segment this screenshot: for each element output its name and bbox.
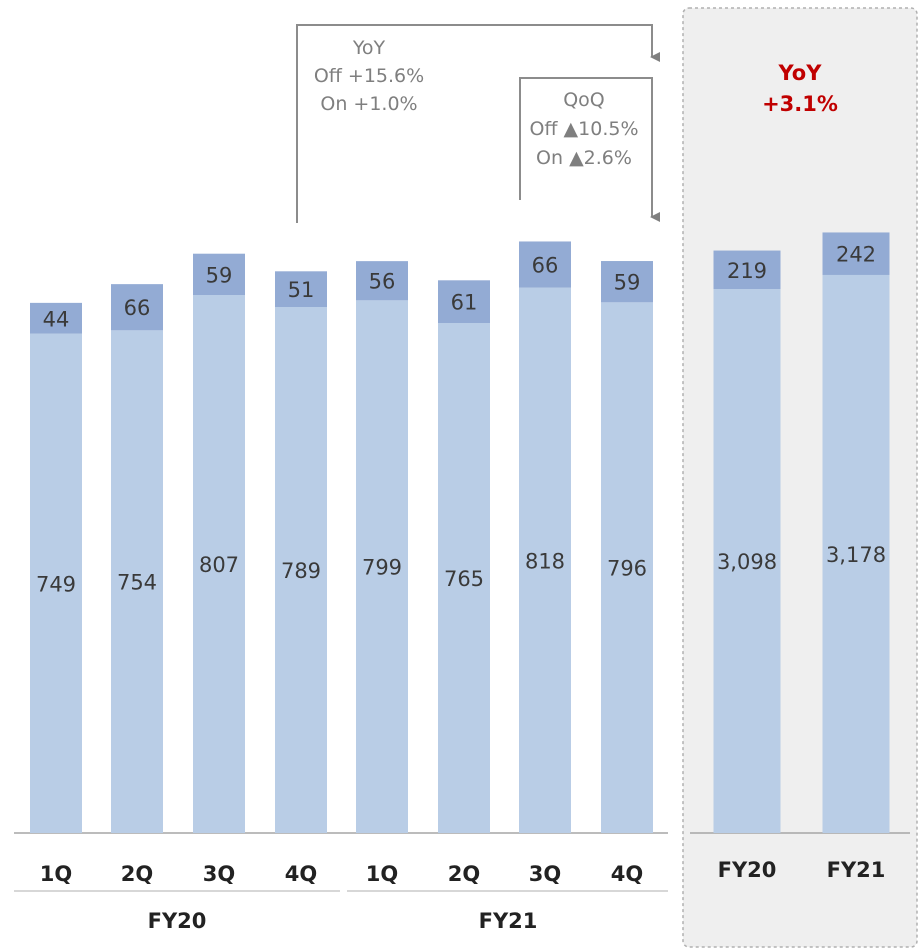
label-online-fy20-2q: 66 — [124, 296, 151, 320]
bar-online-fy21-3q — [519, 241, 571, 288]
label-offline-fy20-3q: 807 — [199, 553, 239, 577]
label-online-fy21-1q: 56 — [369, 270, 396, 294]
label-offline-fy20-1q: 749 — [36, 572, 76, 596]
category-label-fy21-1q: 1Q — [366, 862, 398, 886]
category-label-fy21: FY21 — [827, 858, 886, 882]
label-online-fy20: 219 — [727, 259, 767, 283]
category-label-fy21-4q: 4Q — [611, 862, 643, 886]
label-offline-fy21: 3,178 — [826, 543, 886, 567]
category-label-fy20-3q: 3Q — [203, 862, 235, 886]
bar-offline-fy20-3q — [193, 295, 245, 833]
category-label-fy21-3q: 3Q — [529, 862, 561, 886]
category-label-fy20-1q: 1Q — [40, 862, 72, 886]
label-offline-fy20: 3,098 — [717, 550, 777, 574]
label-offline-fy20-2q: 754 — [117, 571, 157, 595]
annual-bars: 3,098 219 FY20 3,178 242 FY21 — [713, 232, 890, 882]
category-label-fy21-2q: 2Q — [448, 862, 480, 886]
label-offline-fy21-2q: 765 — [444, 567, 484, 591]
qoq-offline: Off ▲10.5% — [529, 118, 638, 140]
category-label-fy20-4q: 4Q — [285, 862, 317, 886]
label-online-fy21-4q: 59 — [614, 271, 641, 295]
label-offline-fy21-3q: 818 — [525, 549, 565, 573]
label-offline-fy21-1q: 799 — [362, 556, 402, 580]
bar-online-fy21 — [822, 232, 890, 275]
bar-offline-fy21 — [822, 274, 890, 833]
bar-online-fy21-2q — [438, 280, 490, 323]
yoy-online: On +1.0% — [320, 93, 417, 115]
label-offline-fy21-4q: 796 — [607, 557, 647, 581]
category-label-fy20: FY20 — [718, 858, 777, 882]
bar-offline-fy20-2q — [111, 330, 163, 833]
label-online-fy21-2q: 61 — [451, 291, 478, 315]
bar-offline-fy21-2q — [438, 323, 490, 833]
group-label-fy21: FY21 — [479, 909, 538, 933]
qoq-online: On ▲2.6% — [536, 147, 632, 169]
bar-online-fy21-4q — [601, 261, 653, 303]
label-online-fy21: 242 — [836, 243, 876, 267]
bar-online-fy20-4q — [275, 271, 327, 307]
yoy-text-bg — [305, 32, 441, 120]
annual-yoy-title: YoY — [778, 61, 823, 85]
label-online-fy20-1q: 44 — [43, 307, 70, 331]
yoy-title: YoY — [352, 37, 386, 59]
bar-online-fy20-2q — [111, 284, 163, 331]
bar-offline-fy20-4q — [275, 307, 327, 833]
yoy-bracket — [296, 24, 660, 223]
bar-offline-fy21-4q — [601, 302, 653, 833]
bar-offline-fy20 — [713, 289, 781, 833]
bar-online-fy20-1q — [30, 302, 82, 334]
label-offline-fy20-4q: 789 — [281, 559, 321, 583]
group-label-fy20: FY20 — [148, 909, 207, 933]
bar-online-fy20-3q — [193, 253, 245, 295]
bar-offline-fy20-1q — [30, 333, 82, 833]
quarterly-bars: 749 44 1Q 754 66 2Q 807 59 3Q 789 51 4Q 799 56 1Q 765 61… — [30, 241, 653, 886]
annual-yoy-value: +3.1% — [762, 92, 838, 116]
yoy-offline: Off +15.6% — [314, 65, 424, 87]
bar-offline-fy21-3q — [519, 287, 571, 834]
label-online-fy21-3q: 66 — [532, 254, 559, 278]
bar-offline-fy21-1q — [356, 300, 408, 833]
qoq-bracket — [519, 77, 660, 222]
label-online-fy20-4q: 51 — [288, 278, 315, 302]
category-label-fy20-2q: 2Q — [121, 862, 153, 886]
label-online-fy20-3q: 59 — [206, 263, 233, 287]
bar-online-fy21-1q — [356, 261, 408, 301]
qoq-title: QoQ — [563, 89, 605, 111]
bar-online-fy20 — [713, 250, 781, 289]
